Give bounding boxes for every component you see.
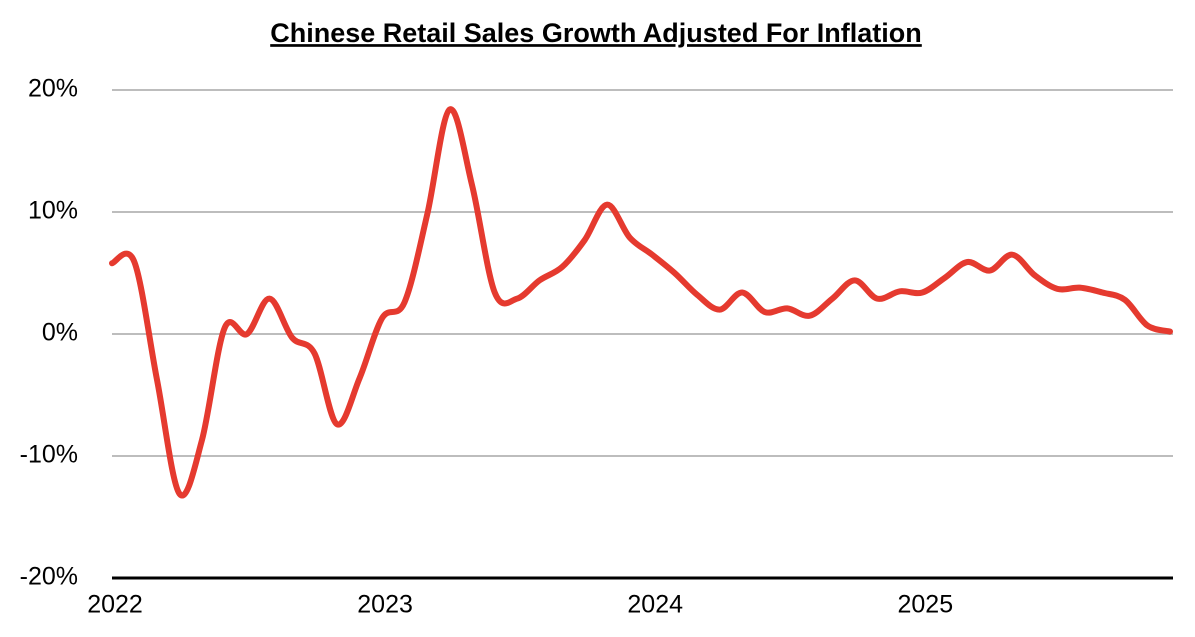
chart-title: Chinese Retail Sales Growth Adjusted For… <box>270 18 922 48</box>
y-tick-label: 20% <box>28 75 78 103</box>
y-tick-label: -10% <box>20 441 78 469</box>
x-tick-label: 2024 <box>627 591 683 619</box>
x-tick-label: 2025 <box>898 591 954 619</box>
x-tick-label: 2022 <box>87 591 143 619</box>
data-line <box>109 106 1173 499</box>
y-tick-label: 10% <box>28 197 78 225</box>
x-tick-label: 2023 <box>357 591 413 619</box>
y-tick-label: -20% <box>20 563 78 591</box>
y-tick-label: 0% <box>42 319 78 347</box>
